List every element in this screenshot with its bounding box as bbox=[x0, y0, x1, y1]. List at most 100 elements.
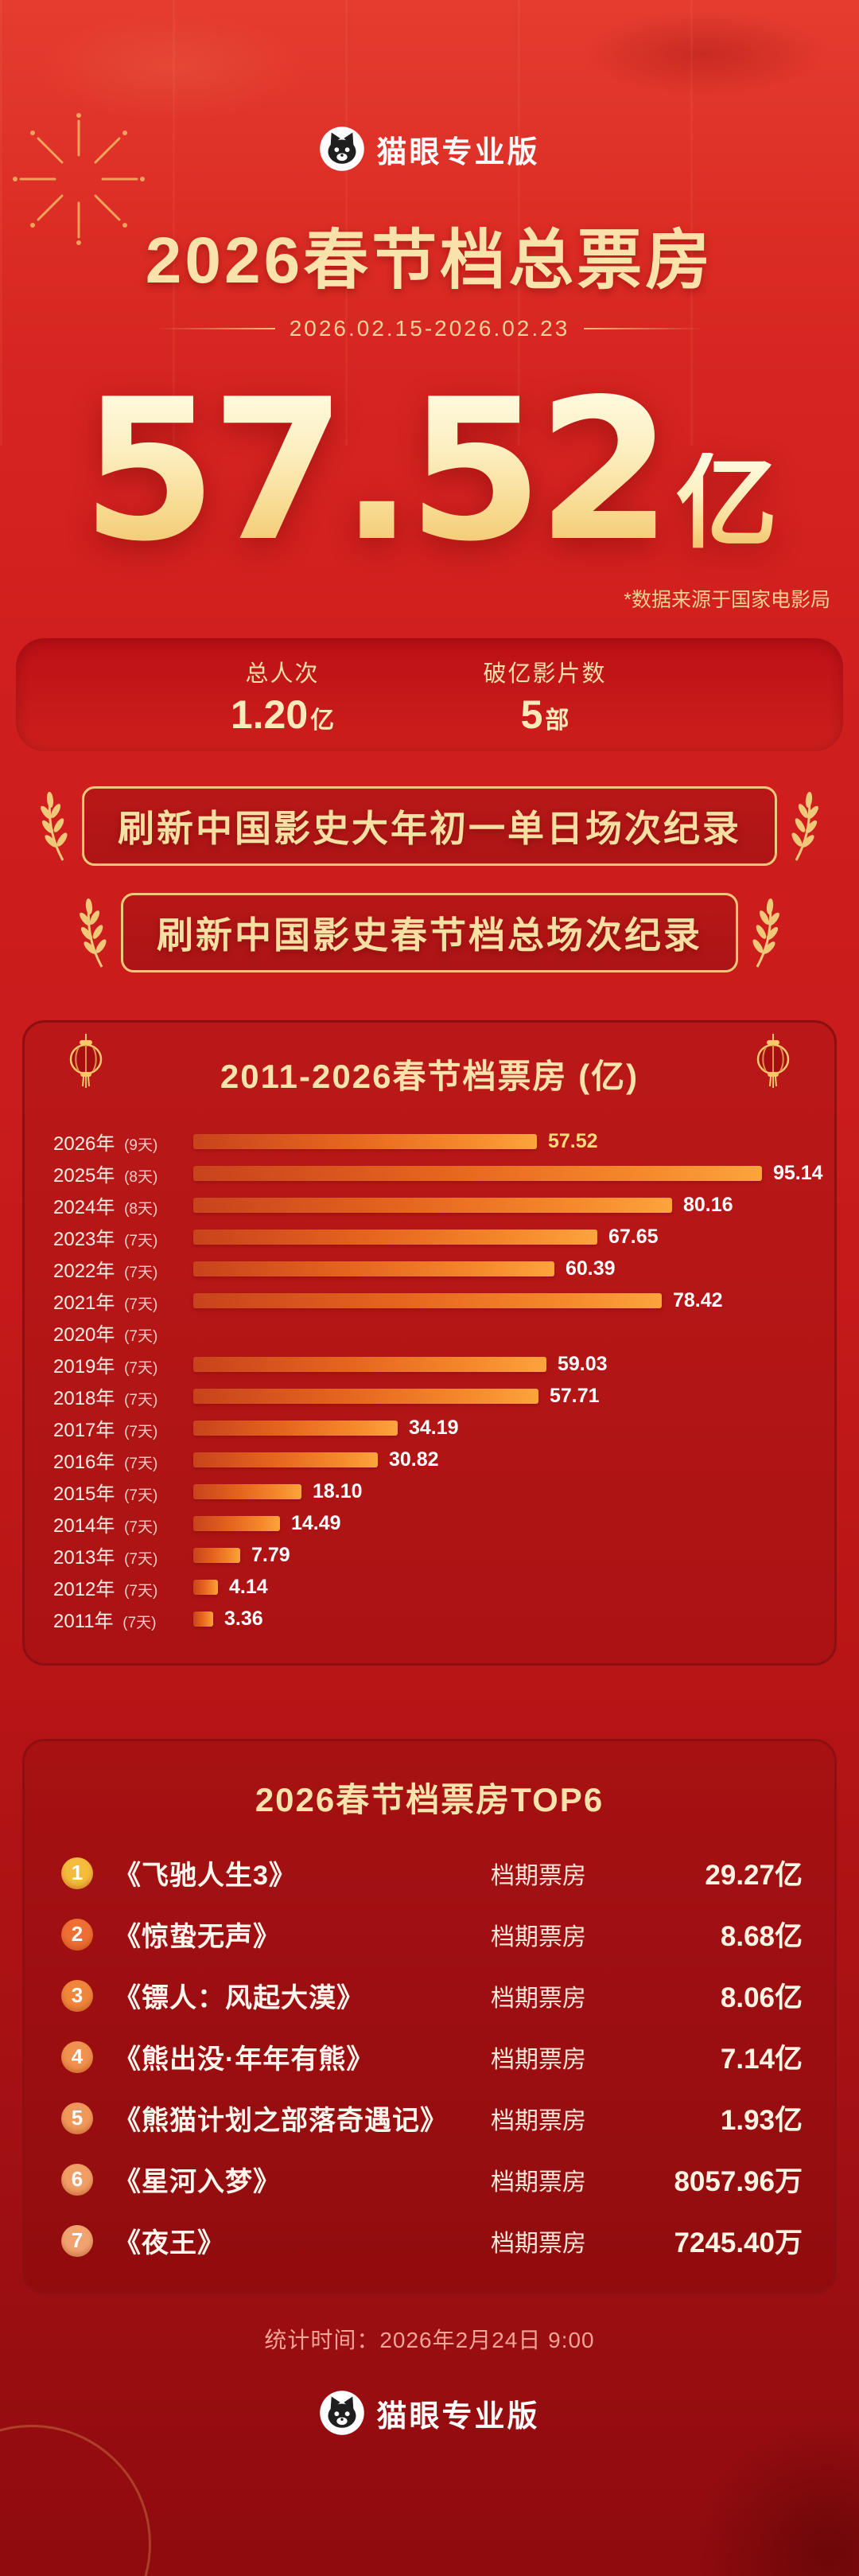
wheat-left-icon bbox=[78, 897, 110, 968]
bar-year: 2019年 bbox=[53, 1355, 121, 1378]
movie-title: 《夜王》 bbox=[114, 2228, 225, 2258]
chart-row: 2026年 (9天) 57.52 bbox=[53, 1125, 834, 1157]
bar-label: 2015年 (7天) bbox=[53, 1478, 193, 1506]
bar-value: 67.65 bbox=[608, 1225, 659, 1248]
metric-label: 档期票房 bbox=[491, 2230, 586, 2257]
list-item: 6 《星河入梦》 档期票房 8057.96万 bbox=[25, 2149, 834, 2210]
bar-value: 3.36 bbox=[224, 1607, 263, 1630]
bar-value: 57.52 bbox=[548, 1129, 598, 1152]
bar-days: (7天) bbox=[124, 1423, 158, 1440]
stat-label: 总人次 bbox=[245, 661, 320, 687]
chart-row: 2017年 (7天) 34.19 bbox=[53, 1412, 834, 1444]
list-item: 2 《惊蛰无声》 档期票房 8.68亿 bbox=[25, 1904, 834, 1965]
chart-row: 2018年 (7天) 57.71 bbox=[53, 1380, 834, 1412]
movie-value: 1.93亿 bbox=[720, 2105, 803, 2136]
bar-value: 14.49 bbox=[291, 1511, 341, 1534]
movie-title: 《飞驰人生3》 bbox=[114, 1861, 297, 1891]
date-range: 2026.02.15-2026.02.23 bbox=[289, 316, 570, 341]
top-rows: 1 《飞驰人生3》 档期票房 29.27亿 2 《惊蛰无声》 档期票房 8.68… bbox=[25, 1842, 834, 2271]
lantern-icon bbox=[755, 1034, 791, 1089]
chart-row: 2020年 (7天) bbox=[53, 1316, 834, 1348]
bar-days: (7天) bbox=[124, 1550, 158, 1568]
rank-badge: 3 bbox=[61, 1979, 93, 2012]
rank-badge: 2 bbox=[61, 1918, 93, 1951]
date-range-row: 2026.02.15-2026.02.23 bbox=[0, 316, 859, 341]
list-item: 1 《飞驰人生3》 档期票房 29.27亿 bbox=[25, 1842, 834, 1904]
brand-name: 猫眼专业版 bbox=[376, 2399, 540, 2434]
bar-year: 2016年 bbox=[53, 1451, 121, 1473]
total-box-office-value: 57.52 bbox=[81, 357, 673, 584]
bar bbox=[193, 1356, 546, 1372]
stat-value: 1.20 亿 bbox=[230, 692, 335, 737]
chart-row: 2012年 (7天) 4.14 bbox=[53, 1571, 834, 1603]
chart-row: 2024年 (8天) 80.16 bbox=[53, 1189, 834, 1221]
bar bbox=[193, 1165, 762, 1181]
movie-value: 8057.96万 bbox=[674, 2166, 803, 2197]
bar bbox=[193, 1133, 537, 1149]
wheat-left-icon bbox=[39, 790, 71, 862]
bar-days: (7天) bbox=[124, 1518, 158, 1536]
rank-badge: 7 bbox=[61, 2224, 93, 2257]
bar-year: 2011年 bbox=[53, 1610, 119, 1632]
top-list-panel: 2026春节档票房TOP6 1 《飞驰人生3》 档期票房 29.27亿 2 《惊… bbox=[22, 1739, 837, 2294]
total-box-office-unit: 亿 bbox=[675, 446, 778, 560]
chart-row: 2021年 (7天) 78.42 bbox=[53, 1284, 834, 1316]
corner-swirl-decoration bbox=[0, 2425, 151, 2576]
stat-unit: 亿 bbox=[310, 707, 335, 734]
metric-label: 档期票房 bbox=[491, 2107, 586, 2134]
list-item: 3 《镖人：风起大漠》 档期票房 8.06亿 bbox=[25, 1965, 834, 2026]
rank-badge: 4 bbox=[61, 2040, 93, 2073]
bar bbox=[193, 1229, 597, 1245]
bar-year: 2022年 bbox=[53, 1260, 121, 1282]
rank-badge: 1 bbox=[61, 1857, 93, 1889]
movie-value: 29.27亿 bbox=[705, 1860, 803, 1891]
bar-days: (7天) bbox=[122, 1614, 157, 1631]
bar-label: 2025年 (8天) bbox=[53, 1159, 193, 1187]
movie-value: 7.14亿 bbox=[720, 2044, 803, 2075]
record-text: 刷新中国影史大年初一单日场次纪录 bbox=[82, 786, 777, 866]
bar-value: 7.79 bbox=[251, 1543, 290, 1566]
record-banner-2: 刷新中国影史春节档总场次纪录 bbox=[0, 893, 859, 972]
brand-footer: 猫眼专业版 bbox=[0, 2390, 859, 2436]
brand-name: 猫眼专业版 bbox=[376, 135, 540, 170]
list-item: 4 《熊出没·年年有熊》 档期票房 7.14亿 bbox=[25, 2026, 834, 2087]
chart-row: 2014年 (7天) 14.49 bbox=[53, 1507, 834, 1539]
chart-row: 2025年 (8天) 95.14 bbox=[53, 1157, 834, 1189]
bar-label: 2026年 (9天) bbox=[53, 1128, 193, 1155]
bar-days: (7天) bbox=[124, 1359, 158, 1377]
wheat-right-icon bbox=[749, 897, 781, 968]
chart-row: 2022年 (7天) 60.39 bbox=[53, 1253, 834, 1284]
bar-year: 2015年 bbox=[53, 1483, 121, 1505]
record-banner-1: 刷新中国影史大年初一单日场次纪录 bbox=[0, 786, 859, 866]
bar bbox=[193, 1292, 662, 1308]
bar-value: 57.71 bbox=[550, 1384, 600, 1407]
bar-year: 2013年 bbox=[53, 1546, 121, 1569]
movie-title: 《星河入梦》 bbox=[114, 2167, 281, 2197]
metric-label: 档期票房 bbox=[491, 2169, 586, 2196]
data-source-note: *数据来源于国家电影局 bbox=[624, 589, 830, 611]
bar-value: 80.16 bbox=[683, 1193, 733, 1216]
list-item: 7 《夜王》 档期票房 7245.40万 bbox=[25, 2210, 834, 2271]
chart-row: 2013年 (7天) 7.79 bbox=[53, 1539, 834, 1571]
bar-year: 2026年 bbox=[53, 1132, 121, 1155]
bar-value: 30.82 bbox=[389, 1448, 439, 1471]
bar-rows: 2026年 (9天) 57.52 2025年 (8天) 95.14 2024年 … bbox=[25, 1125, 834, 1635]
bar bbox=[193, 1579, 218, 1595]
bar-label: 2024年 (8天) bbox=[53, 1191, 193, 1219]
top-list-title: 2026春节档票房TOP6 bbox=[255, 1781, 604, 1818]
bar bbox=[193, 1483, 301, 1499]
stat-label: 破亿影片数 bbox=[483, 661, 607, 687]
metric-label: 档期票房 bbox=[491, 2046, 586, 2073]
bar-label: 2016年 (7天) bbox=[53, 1446, 193, 1474]
bar-days: (7天) bbox=[124, 1327, 158, 1345]
bar bbox=[193, 1611, 213, 1627]
bar-year: 2021年 bbox=[53, 1292, 121, 1314]
bar bbox=[193, 1197, 672, 1213]
movie-title: 《熊猫计划之部落奇遇记》 bbox=[114, 2106, 448, 2136]
record-text: 刷新中国影史春节档总场次纪录 bbox=[121, 893, 738, 972]
bar-value: 18.10 bbox=[313, 1479, 363, 1502]
